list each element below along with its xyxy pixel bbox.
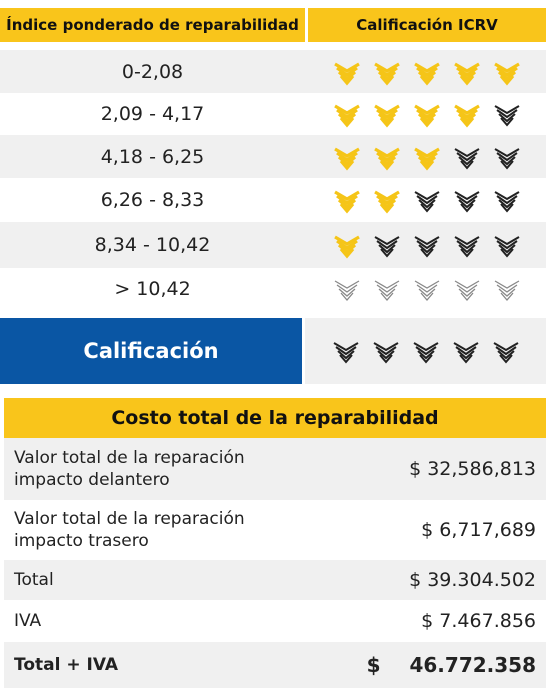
rating-icons [308,222,546,268]
icon [334,235,360,259]
icon [454,236,480,258]
cost-row: Total + IVA $ 46.772.358 [4,642,546,688]
cost-row: IVA $ 7.467.856 [4,600,546,642]
icon [334,280,360,301]
range: 6,26 - 8,33 [100,189,205,211]
icon [414,191,440,213]
icon [494,191,520,213]
cost-amount: $ 7.467.856 [421,610,536,632]
icon [374,104,400,128]
cost-amount: $ 46.772.358 [366,653,536,677]
icon [454,62,480,85]
icon [414,236,440,258]
cost-row: Total $ 39.304.502 [4,560,546,600]
rating-row: 0-2,08 [0,50,546,93]
header-cell: Índice ponderado de reparabilidad [0,8,305,42]
cost-label: IVA [14,611,42,631]
cost-label: Total + IVA [14,655,119,675]
range: 2,09 - 4,17 [100,103,205,125]
icon [334,190,360,214]
rating-row: 8,34 - 10,42 [0,222,546,268]
icon [494,105,520,127]
icon [372,342,399,364]
icon [334,147,360,170]
icon [454,104,480,128]
rating-row: 2,09 - 4,17 [0,93,546,135]
icon [494,62,520,85]
icon [492,342,519,364]
icon [374,147,400,170]
rating-icons [308,50,546,93]
icon [374,190,400,214]
cost-title: Costo total de la reparabilidad [4,398,546,438]
icon [414,280,440,301]
icon [374,236,400,258]
icon [452,342,479,364]
cost-label: Valor total de la reparación impacto tra… [14,509,245,551]
icon [412,342,439,364]
header-cell: Calificación ICRV [308,8,546,42]
rating-icons [308,268,546,310]
cost-label: Total [14,570,54,590]
rating-icons [308,178,546,222]
rating-icons [308,135,546,178]
range: 8,34 - 10,42 [94,234,211,256]
rating-icons [308,93,546,135]
icon [334,104,360,128]
rating-row: 6,26 - 8,33 [0,178,546,222]
icon [454,147,480,170]
icon [374,62,400,85]
icon [414,62,440,85]
icon [494,236,520,258]
rating-row: 4,18 - 6,25 [0,135,546,178]
range: 0-2,08 [121,60,184,83]
icon [332,342,359,364]
icon [454,191,480,213]
range: 4,18 - 6,25 [100,145,205,168]
cost-row: Valor total de la reparación impacto del… [4,438,546,500]
icon [414,104,440,128]
cost-row: Valor total de la reparación impacto tra… [4,500,546,560]
icon [414,147,440,170]
cost-amount: $ 32,586,813 [409,458,536,480]
range: > 10,42 [114,278,191,300]
cost-amount: $ 39.304.502 [409,569,536,591]
icon [494,147,520,170]
icon [494,280,520,301]
cost-amount: $ 6,717,689 [421,519,536,541]
rating-row: > 10,42 [0,268,546,310]
cost-label: Valor total de la reparación impacto del… [14,448,245,490]
icon [334,62,360,85]
icon [454,280,480,301]
icon [374,280,400,301]
result-icons [305,318,546,384]
result-label: Calificación [0,318,302,384]
